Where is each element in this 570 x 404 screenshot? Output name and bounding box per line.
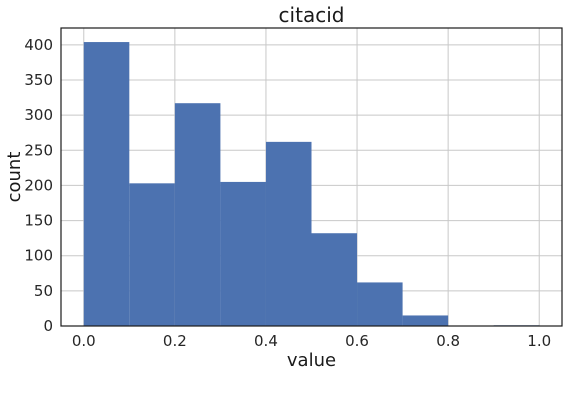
y-axis-label: count xyxy=(4,152,25,203)
y-tick-label: 200 xyxy=(24,176,53,194)
y-tick-label: 150 xyxy=(24,212,53,230)
plot-frame xyxy=(60,27,563,327)
histogram-bar xyxy=(220,181,266,326)
x-tick-label: 0.0 xyxy=(72,332,96,350)
x-axis-ticks: 0.0 0.2 0.4 0.6 0.8 1.0 xyxy=(72,332,551,350)
histogram-bar xyxy=(174,103,221,327)
histogram-bar xyxy=(402,315,449,326)
y-axis-ticks: 0 50 100 150 200 250 300 350 400 xyxy=(24,36,53,335)
histogram-bar xyxy=(83,42,130,326)
y-tick-label: 350 xyxy=(24,71,53,89)
bars xyxy=(83,42,540,327)
y-tick-label: 100 xyxy=(24,247,53,265)
histogram-bar xyxy=(357,282,403,326)
x-tick-label: 1.0 xyxy=(527,332,551,350)
x-tick-label: 0.8 xyxy=(436,332,460,350)
y-tick-label: 0 xyxy=(43,317,53,335)
y-tick-label: 400 xyxy=(24,36,53,54)
x-tick-label: 0.6 xyxy=(345,332,369,350)
y-tick-label: 50 xyxy=(34,282,53,300)
x-axis-label: value xyxy=(287,350,336,371)
x-tick-label: 0.4 xyxy=(254,332,278,350)
x-tick-label: 0.2 xyxy=(163,332,187,350)
histogram-bar xyxy=(311,233,358,326)
y-tick-label: 300 xyxy=(24,106,53,124)
y-tick-label: 250 xyxy=(24,141,53,159)
chart-title: citacid xyxy=(279,3,345,27)
histogram-bar xyxy=(129,183,175,326)
histogram-bar xyxy=(265,141,312,326)
